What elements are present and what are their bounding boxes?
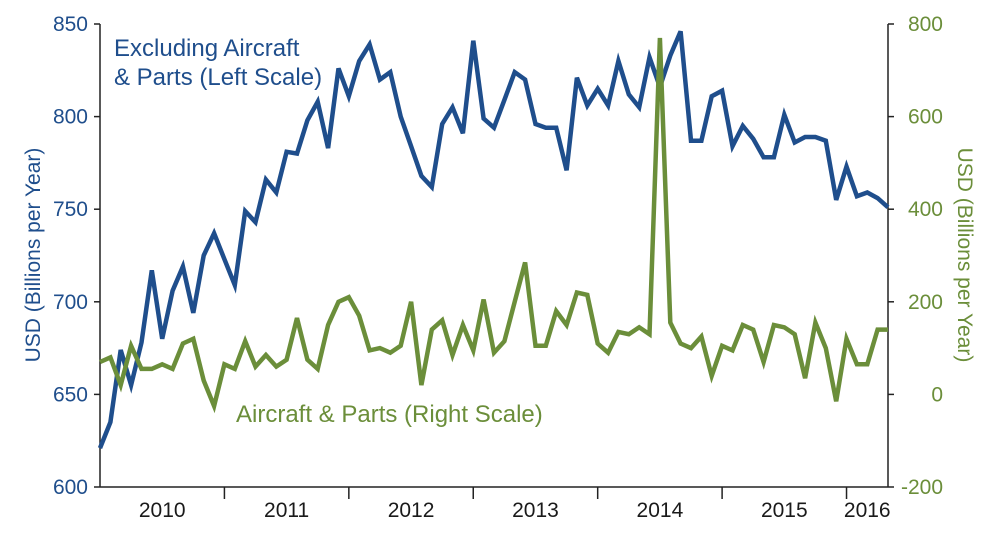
x-tick-label: 2016 <box>844 499 891 522</box>
right-tick-label: 0 <box>931 383 943 406</box>
series-annotation-left-line1: Excluding Aircraft <box>114 35 300 62</box>
right-tick-label: 200 <box>908 291 943 314</box>
left-tick-label: 850 <box>53 13 88 36</box>
x-tick-label: 2012 <box>388 499 435 522</box>
x-tick-label: 2013 <box>512 499 559 522</box>
tick-labels: 600 650 700 750 800 850 -200 0 200 400 600 800 2010 2… <box>53 13 943 522</box>
x-tick-label: 2015 <box>761 499 808 522</box>
right-tick-label: -200 <box>901 476 943 499</box>
left-tick-label: 750 <box>53 198 88 221</box>
series-lines <box>97 30 890 449</box>
right-tick-label: 800 <box>908 13 943 36</box>
left-tick-label: 700 <box>53 291 88 314</box>
left-tick-label: 650 <box>53 383 88 406</box>
x-tick-label: 2010 <box>139 499 186 522</box>
x-tick-label: 2011 <box>264 499 309 522</box>
axes <box>94 23 894 499</box>
right-tick-label: 400 <box>908 198 943 221</box>
right-tick-label: 600 <box>908 106 943 129</box>
left-tick-label: 600 <box>53 476 88 499</box>
x-tick-label: 2014 <box>637 499 684 522</box>
series-line-aircraft-parts <box>99 37 888 414</box>
left-axis-title: USD (Billions per Year) <box>22 148 45 363</box>
left-tick-label: 800 <box>53 106 88 129</box>
right-axis-title: USD (Billions per Year) <box>953 148 976 363</box>
series-line-excluding-aircraft <box>97 30 890 449</box>
series-annotation-right: Aircraft & Parts (Right Scale) <box>236 401 543 428</box>
series-annotation-left-line2: & Parts (Left Scale) <box>114 64 322 91</box>
